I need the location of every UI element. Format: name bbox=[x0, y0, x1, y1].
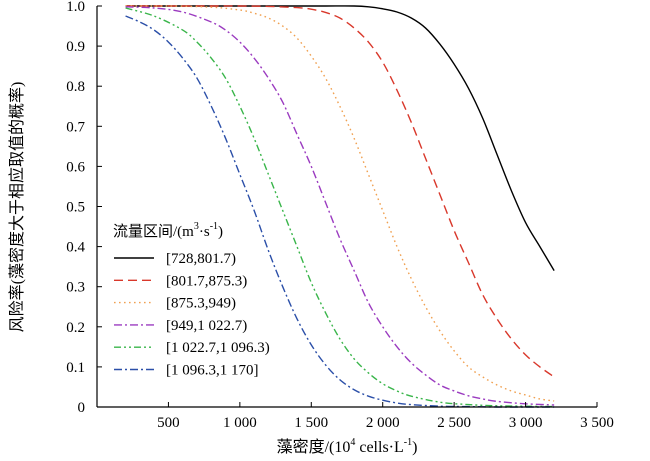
legend: 流量区间/(m3·s-1) [728,801.7) [801.7,875.3) [8… bbox=[113, 221, 270, 379]
y-tick-label: 1.0 bbox=[66, 0, 85, 15]
x-tick-label: 3 500 bbox=[580, 415, 614, 431]
y-tick-label: 0.3 bbox=[66, 280, 85, 296]
x-axis-title-sup: 4 bbox=[350, 437, 355, 448]
legend-label-5: [1 022.7,1 096.3) bbox=[166, 340, 270, 356]
x-axis-title-mid: cells·L bbox=[355, 439, 403, 456]
y-axis-title: 风险率(藻密度大于相应取值的概率) bbox=[7, 82, 26, 333]
legend-title-main: 流量区间/(m bbox=[113, 223, 194, 240]
x-axis-title-end: ) bbox=[412, 439, 417, 456]
x-tick-label: 2 000 bbox=[366, 415, 400, 431]
series-lines bbox=[125, 5, 555, 408]
x-axis-title-sup2: -1 bbox=[404, 437, 412, 448]
x-tick-label: 3 000 bbox=[509, 415, 543, 431]
x-tick-label: 1 500 bbox=[294, 415, 328, 431]
series-line-6 bbox=[125, 15, 555, 408]
series-line-3 bbox=[125, 5, 555, 402]
series-line-2 bbox=[125, 5, 555, 378]
legend-label-3: [875.3,949) bbox=[166, 296, 236, 312]
series-line-5 bbox=[125, 7, 555, 408]
legend-title: 流量区间/(m3·s-1) bbox=[113, 221, 223, 240]
legend-label-2: [801.7,875.3) bbox=[166, 273, 247, 289]
legend-label-4: [949,1 022.7) bbox=[166, 318, 247, 334]
y-tick-label: 0.9 bbox=[66, 39, 85, 55]
x-tick-label: 2 500 bbox=[437, 415, 471, 431]
y-tick-label: 0.7 bbox=[66, 119, 85, 135]
y-tick-label: 0.4 bbox=[66, 240, 85, 256]
x-tick-label: 500 bbox=[157, 415, 180, 431]
x-axis-title: 藻密度/(104 cells·L-1) bbox=[277, 437, 418, 456]
legend-label-1: [728,801.7) bbox=[166, 251, 236, 267]
y-tick-label: 0.1 bbox=[66, 360, 85, 376]
x-axis-title-main: 藻密度/(10 bbox=[277, 438, 351, 456]
y-ticks: 0 0.1 0.2 0.3 0.4 0.5 0.6 0.7 0.8 0.9 1.0 bbox=[66, 0, 102, 416]
legend-items: [728,801.7) [801.7,875.3) [875.3,949) [949,… bbox=[114, 251, 270, 379]
legend-title-sup2: -1 bbox=[210, 221, 218, 232]
x-tick-label: 1 000 bbox=[223, 415, 257, 431]
y-tick-label: 0.8 bbox=[66, 79, 85, 95]
legend-label-6: [1 096.3,1 170] bbox=[166, 363, 259, 379]
y-tick-label: 0.5 bbox=[66, 200, 85, 216]
legend-title-sup: 3 bbox=[194, 221, 199, 232]
y-tick-label: 0.6 bbox=[66, 159, 85, 175]
y-tick-label: 0 bbox=[78, 400, 86, 416]
x-ticks: 500 1 000 1 500 2 000 2 500 3 000 3 500 bbox=[157, 402, 614, 431]
y-tick-label: 0.2 bbox=[66, 320, 85, 336]
legend-title-end: ) bbox=[218, 224, 223, 240]
legend-title-mid: ·s bbox=[199, 224, 210, 240]
